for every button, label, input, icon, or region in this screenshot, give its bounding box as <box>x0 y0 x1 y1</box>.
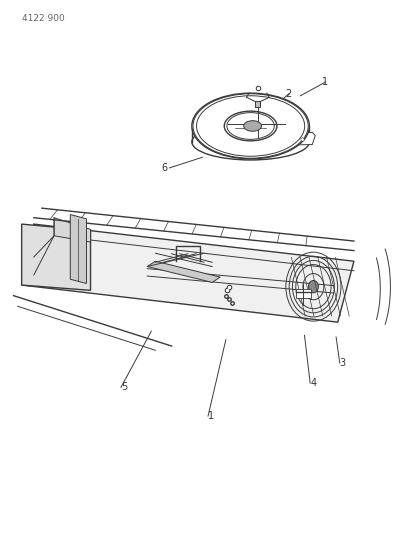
Text: 3: 3 <box>212 106 218 116</box>
Ellipse shape <box>192 93 309 159</box>
Polygon shape <box>296 289 310 298</box>
Ellipse shape <box>224 111 277 141</box>
Text: 6: 6 <box>162 163 168 173</box>
Text: 4: 4 <box>310 378 316 388</box>
Ellipse shape <box>197 96 305 156</box>
Ellipse shape <box>308 280 318 293</box>
Polygon shape <box>22 224 354 322</box>
Text: 5: 5 <box>121 382 127 392</box>
Text: 3: 3 <box>340 358 346 368</box>
Text: 1: 1 <box>208 411 214 421</box>
Polygon shape <box>22 224 91 290</box>
Text: 4122 900: 4122 900 <box>22 14 64 23</box>
Ellipse shape <box>244 120 262 131</box>
Polygon shape <box>70 215 86 284</box>
Polygon shape <box>147 261 220 282</box>
Polygon shape <box>54 217 91 242</box>
Polygon shape <box>233 132 315 146</box>
Text: 2: 2 <box>285 88 291 99</box>
Text: 1: 1 <box>322 77 328 87</box>
FancyBboxPatch shape <box>255 101 260 107</box>
